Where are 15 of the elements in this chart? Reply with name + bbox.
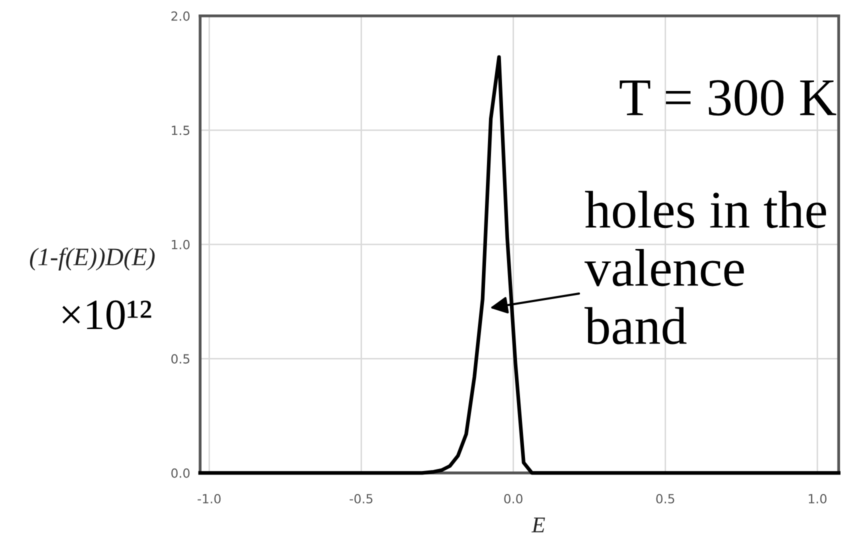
x-tick-label: -1.0 <box>198 494 221 504</box>
x-tick-label: 0.5 <box>656 494 674 504</box>
x-axis-title: E <box>532 518 545 532</box>
y-tick-label: 1.5 <box>172 126 190 136</box>
y-tick-label: 0.5 <box>171 354 190 364</box>
text: ×10¹² <box>62 300 152 330</box>
y-axis-title: (1-f(E))D(E) <box>30 248 155 270</box>
y-tick-label: 0.0 <box>171 468 190 478</box>
x-tick-label: 1.0 <box>808 494 826 504</box>
x-tick-label: 0.0 <box>504 494 522 504</box>
annotation: T = 300 K <box>620 80 836 116</box>
y-tick-label: 2.0 <box>171 11 190 21</box>
y-tick-label: 1.0 <box>172 240 190 250</box>
annotation: holes in the valence band <box>584 190 826 344</box>
x-tick-label: -0.5 <box>350 494 372 504</box>
